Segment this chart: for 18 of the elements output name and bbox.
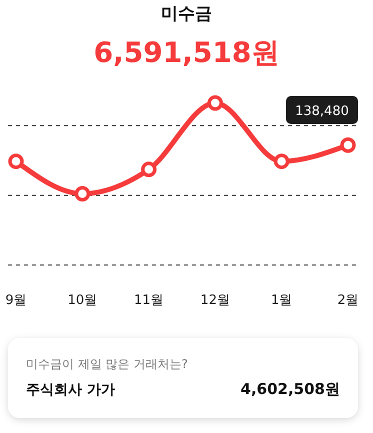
x-tick-label: 9월 [5,293,27,308]
text: 미수금이 제일 많은 거래처는? [26,357,188,371]
point [74,186,90,202]
point [207,95,223,111]
text: 주식회사 가가 [26,382,115,398]
x-tick-label: 12월 [200,293,230,308]
x-tick-label: 11월 [134,293,164,308]
point [8,154,24,170]
x-tick-label: 1월 [270,293,292,308]
chart-title: 미수금 [161,4,212,24]
point [274,154,290,170]
point [141,162,157,178]
x-tick-label: 2월 [337,293,359,308]
annotation: 138,480 [295,104,349,119]
text: 4,602,508원 [240,380,340,398]
point [340,137,356,153]
chart-subtitle: 6,591,518원 [94,36,280,69]
x-tick-label: 10월 [68,293,98,308]
